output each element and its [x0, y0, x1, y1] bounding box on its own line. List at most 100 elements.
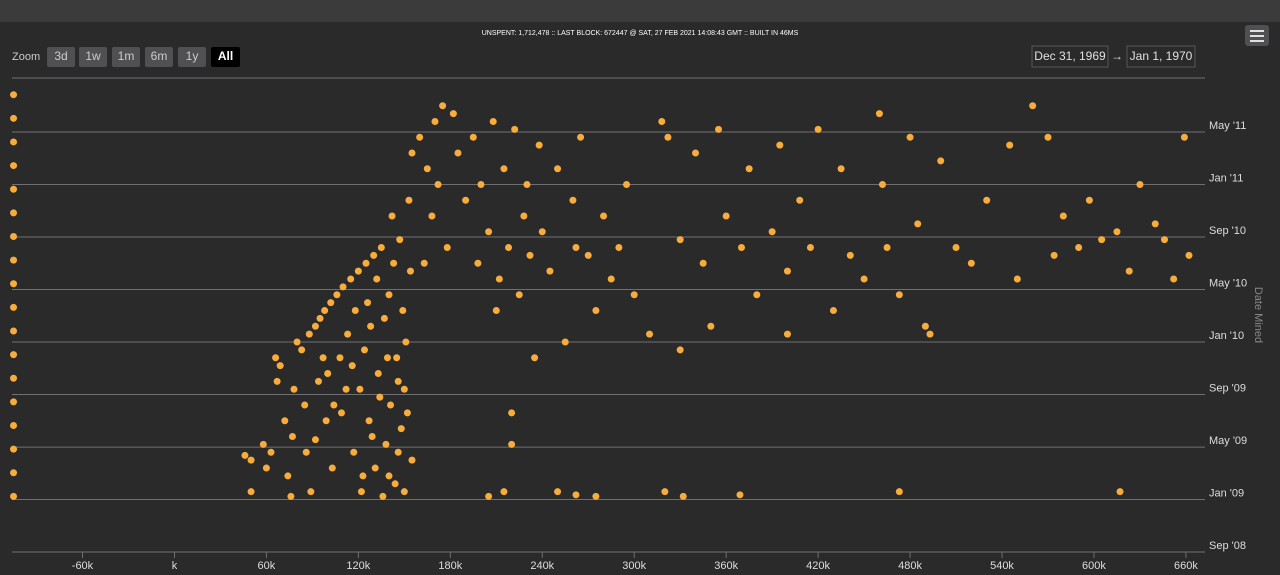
- point: [359, 472, 367, 480]
- point: [428, 212, 436, 220]
- menu-button[interactable]: [1245, 25, 1269, 46]
- point: [535, 141, 543, 149]
- point: [796, 196, 804, 204]
- point: [875, 110, 883, 118]
- point: [1044, 133, 1052, 141]
- point: [449, 110, 457, 118]
- point: [508, 409, 516, 417]
- point: [515, 291, 523, 299]
- zoom-button[interactable]: [211, 47, 240, 67]
- range-inputs: Dec 31, 1969 → Jan 1, 1970: [1031, 45, 1196, 68]
- point: [388, 212, 396, 220]
- point: [399, 307, 407, 315]
- point: [572, 491, 580, 499]
- point: [10, 138, 18, 146]
- point: [377, 243, 385, 251]
- point: [906, 133, 914, 141]
- point: [408, 456, 416, 464]
- zoom-button[interactable]: [79, 47, 107, 67]
- zoom-button[interactable]: [112, 47, 140, 67]
- point: [443, 243, 451, 251]
- point: [259, 440, 267, 448]
- point: [745, 165, 753, 173]
- point: [523, 180, 531, 188]
- point: [321, 307, 329, 315]
- zoom-button-label[interactable]: 1w: [85, 49, 101, 63]
- point: [768, 228, 776, 236]
- x-tick-label: 60k: [258, 560, 276, 572]
- point: [10, 398, 18, 406]
- zoom-button-label[interactable]: 6m: [151, 49, 168, 63]
- point: [814, 125, 822, 133]
- point: [373, 275, 381, 283]
- zoom-button[interactable]: [47, 47, 75, 67]
- point: [364, 299, 372, 307]
- point: [362, 259, 370, 267]
- top-bar: [0, 0, 1280, 22]
- point: [10, 445, 18, 453]
- point: [330, 401, 338, 409]
- point: [10, 91, 18, 99]
- point: [379, 492, 387, 500]
- point: [10, 374, 18, 382]
- range-to[interactable]: Jan 1, 1970: [1130, 49, 1193, 63]
- point: [572, 243, 580, 251]
- point: [360, 346, 368, 354]
- point: [492, 307, 500, 315]
- point: [371, 464, 379, 472]
- point: [623, 180, 631, 188]
- point: [500, 488, 508, 496]
- point: [305, 330, 313, 338]
- point: [967, 259, 975, 267]
- point: [829, 307, 837, 315]
- range-from-box[interactable]: [1031, 45, 1109, 68]
- zoom-button-label[interactable]: 1y: [186, 49, 199, 63]
- point: [10, 469, 18, 477]
- point: [357, 488, 365, 496]
- point: [679, 492, 687, 500]
- point: [339, 283, 347, 291]
- point: [926, 330, 934, 338]
- point: [298, 346, 306, 354]
- zoom-button[interactable]: [145, 47, 173, 67]
- range-to-box[interactable]: [1126, 45, 1196, 68]
- point: [333, 291, 341, 299]
- point: [376, 393, 384, 401]
- zoom-button-label[interactable]: 1m: [118, 49, 135, 63]
- point: [290, 385, 298, 393]
- point: [707, 322, 715, 330]
- y-tick-label: May '10: [1209, 277, 1247, 289]
- point: [883, 243, 891, 251]
- point: [301, 401, 309, 409]
- point: [403, 409, 411, 417]
- zoom-button[interactable]: [178, 47, 206, 67]
- point: [380, 314, 388, 322]
- y-tick-label: Sep '10: [1209, 225, 1246, 237]
- x-tick-label: 360k: [714, 560, 738, 572]
- point: [474, 259, 482, 267]
- point: [284, 472, 292, 480]
- point: [408, 149, 416, 157]
- point: [420, 259, 428, 267]
- range-from[interactable]: Dec 31, 1969: [1034, 49, 1106, 63]
- point: [405, 196, 413, 204]
- point: [878, 180, 886, 188]
- point: [293, 338, 301, 346]
- zoom-button-label[interactable]: 3d: [54, 49, 67, 63]
- point: [247, 488, 255, 496]
- point: [342, 385, 350, 393]
- point: [1185, 251, 1193, 259]
- point: [322, 417, 330, 425]
- point: [921, 322, 929, 330]
- point: [400, 385, 408, 393]
- y-tick-label: Jan '09: [1209, 487, 1244, 499]
- point: [600, 212, 608, 220]
- x-tick-label: 180k: [438, 560, 462, 572]
- point: [394, 377, 402, 385]
- point: [500, 165, 508, 173]
- y-tick-label: Sep '08: [1209, 540, 1246, 552]
- point: [737, 243, 745, 251]
- point: [983, 196, 991, 204]
- point: [397, 425, 405, 433]
- zoom-button-label[interactable]: All: [218, 49, 233, 63]
